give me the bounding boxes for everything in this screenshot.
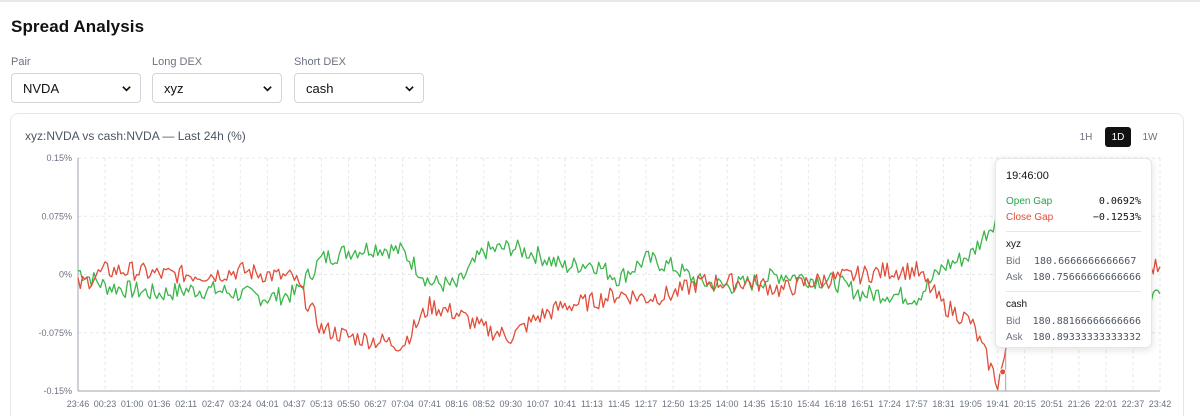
open-gap-label: Open Gap [1006,195,1053,207]
tooltip-long-ask: Ask 180.75666666666666 [1006,269,1141,285]
x-tick-label: 05:50 [337,399,360,409]
tooltip-short-bid: Bid 180.88166666666666 [1006,313,1141,329]
x-tick-label: 23:46 [67,399,90,409]
x-tick-label: 04:01 [256,399,279,409]
x-tick-label: 20:51 [1041,399,1064,409]
x-tick-label: 19:05 [959,399,982,409]
short-dex-field: Short DEX cash [294,56,424,103]
tooltip-time: 19:46:00 [1006,170,1049,182]
long-ask-value: 180.75666666666666 [1032,271,1141,283]
chevron-down-icon [405,85,414,92]
pair-select[interactable]: NVDA [11,73,141,103]
pair-field: Pair NVDA [11,56,141,103]
x-tick-label: 08:52 [472,399,495,409]
short-bid-value: 180.88166666666666 [1032,315,1141,327]
x-tick-label: 15:10 [770,399,793,409]
x-tick-label: 21:26 [1068,399,1091,409]
long-bid-label: Bid [1006,255,1021,267]
short-dex-select[interactable]: cash [294,73,424,103]
chevron-down-icon [263,85,272,92]
x-tick-label: 22:37 [1122,399,1145,409]
x-tick-label: 07:04 [391,399,414,409]
x-tick-label: 00:23 [94,399,117,409]
tooltip-long-name: xyz [1006,239,1021,250]
long-dex-select-value: xyz [164,80,184,96]
x-tick-label: 02:47 [202,399,225,409]
long-dex-label: Long DEX [152,56,203,68]
x-tick-label: 04:37 [283,399,306,409]
x-tick-label: 14:00 [716,399,739,409]
x-tick-label: 14:35 [743,399,766,409]
range-1h-button[interactable]: 1H [1079,131,1093,143]
tooltip-short-name: cash [1006,299,1028,310]
chart-title: xyz:NVDA vs cash:NVDA — Last 24h (%) [25,129,246,143]
x-tick-label: 07:41 [418,399,441,409]
chart-tooltip: 19:46:00 Open Gap 0.0692% Close Gap −0.1… [995,158,1152,348]
short-bid-label: Bid [1006,315,1021,327]
tooltip-short-ask: Ask 180.89333333333332 [1006,329,1141,345]
long-dex-field: Long DEX xyz [152,56,282,103]
short-dex-label: Short DEX [294,56,346,68]
y-tick-label: 0.075% [41,211,72,221]
x-tick-label: 16:51 [851,399,874,409]
open-gap-value: 0.0692% [1098,195,1141,207]
page-title: Spread Analysis [11,17,145,36]
x-tick-label: 02:11 [175,399,197,409]
x-tick-label: 10:41 [554,399,577,409]
x-tick-label: 23:42 [1149,399,1172,409]
x-tick-label: 19:41 [986,399,1009,409]
y-tick-label: -0.075% [38,328,72,338]
x-tick-label: 16:18 [824,399,847,409]
open-gap-line [78,211,1161,307]
x-tick-label: 06:27 [364,399,387,409]
x-tick-label: 18:31 [932,399,955,409]
pair-select-value: NVDA [23,80,60,96]
x-tick-label: 12:50 [662,399,685,409]
tooltip-divider [1006,291,1141,292]
x-tick-label: 22:01 [1095,399,1118,409]
top-divider [0,0,1200,2]
close-gap-label: Close Gap [1006,211,1054,223]
tooltip-long-bid: Bid 180.6666666666667 [1006,253,1141,269]
x-tick-label: 20:15 [1013,399,1036,409]
x-tick-label: 12:17 [635,399,658,409]
range-1w-button[interactable]: 1W [1142,131,1158,143]
y-tick-label: 0.15% [46,153,72,163]
close-gap-hover-point [999,368,1007,376]
x-tick-label: 08:16 [445,399,468,409]
x-tick-label: 13:25 [689,399,712,409]
long-dex-select[interactable]: xyz [152,73,282,103]
long-ask-label: Ask [1006,271,1023,283]
x-tick-label: 03:24 [229,399,252,409]
x-tick-label: 17:24 [878,399,901,409]
long-bid-value: 180.6666666666667 [1034,255,1137,267]
short-dex-select-value: cash [306,80,334,96]
x-tick-label: 15:44 [797,399,820,409]
x-tick-label: 05:13 [310,399,333,409]
y-tick-label: 0% [59,270,72,280]
tooltip-open-gap: Open Gap 0.0692% [1006,193,1141,209]
close-gap-value: −0.1253% [1092,211,1141,223]
short-ask-value: 180.89333333333332 [1032,331,1141,343]
close-gap-line [77,257,1161,391]
x-tick-label: 17:57 [905,399,928,409]
tooltip-divider [1006,231,1141,232]
tooltip-close-gap: Close Gap −0.1253% [1006,209,1141,225]
x-tick-label: 11:13 [581,399,603,409]
range-selector: 1H 1D 1W [1073,127,1163,147]
x-tick-label: 01:36 [148,399,171,409]
x-tick-label: 10:07 [527,399,550,409]
pair-label: Pair [11,56,31,68]
y-tick-label: -0.15% [43,386,72,396]
range-1d-button[interactable]: 1D [1105,127,1131,147]
short-ask-label: Ask [1006,331,1023,343]
x-tick-label: 01:00 [121,399,144,409]
x-tick-label: 11:45 [608,399,630,409]
x-tick-label: 09:30 [500,399,523,409]
chevron-down-icon [122,85,131,92]
